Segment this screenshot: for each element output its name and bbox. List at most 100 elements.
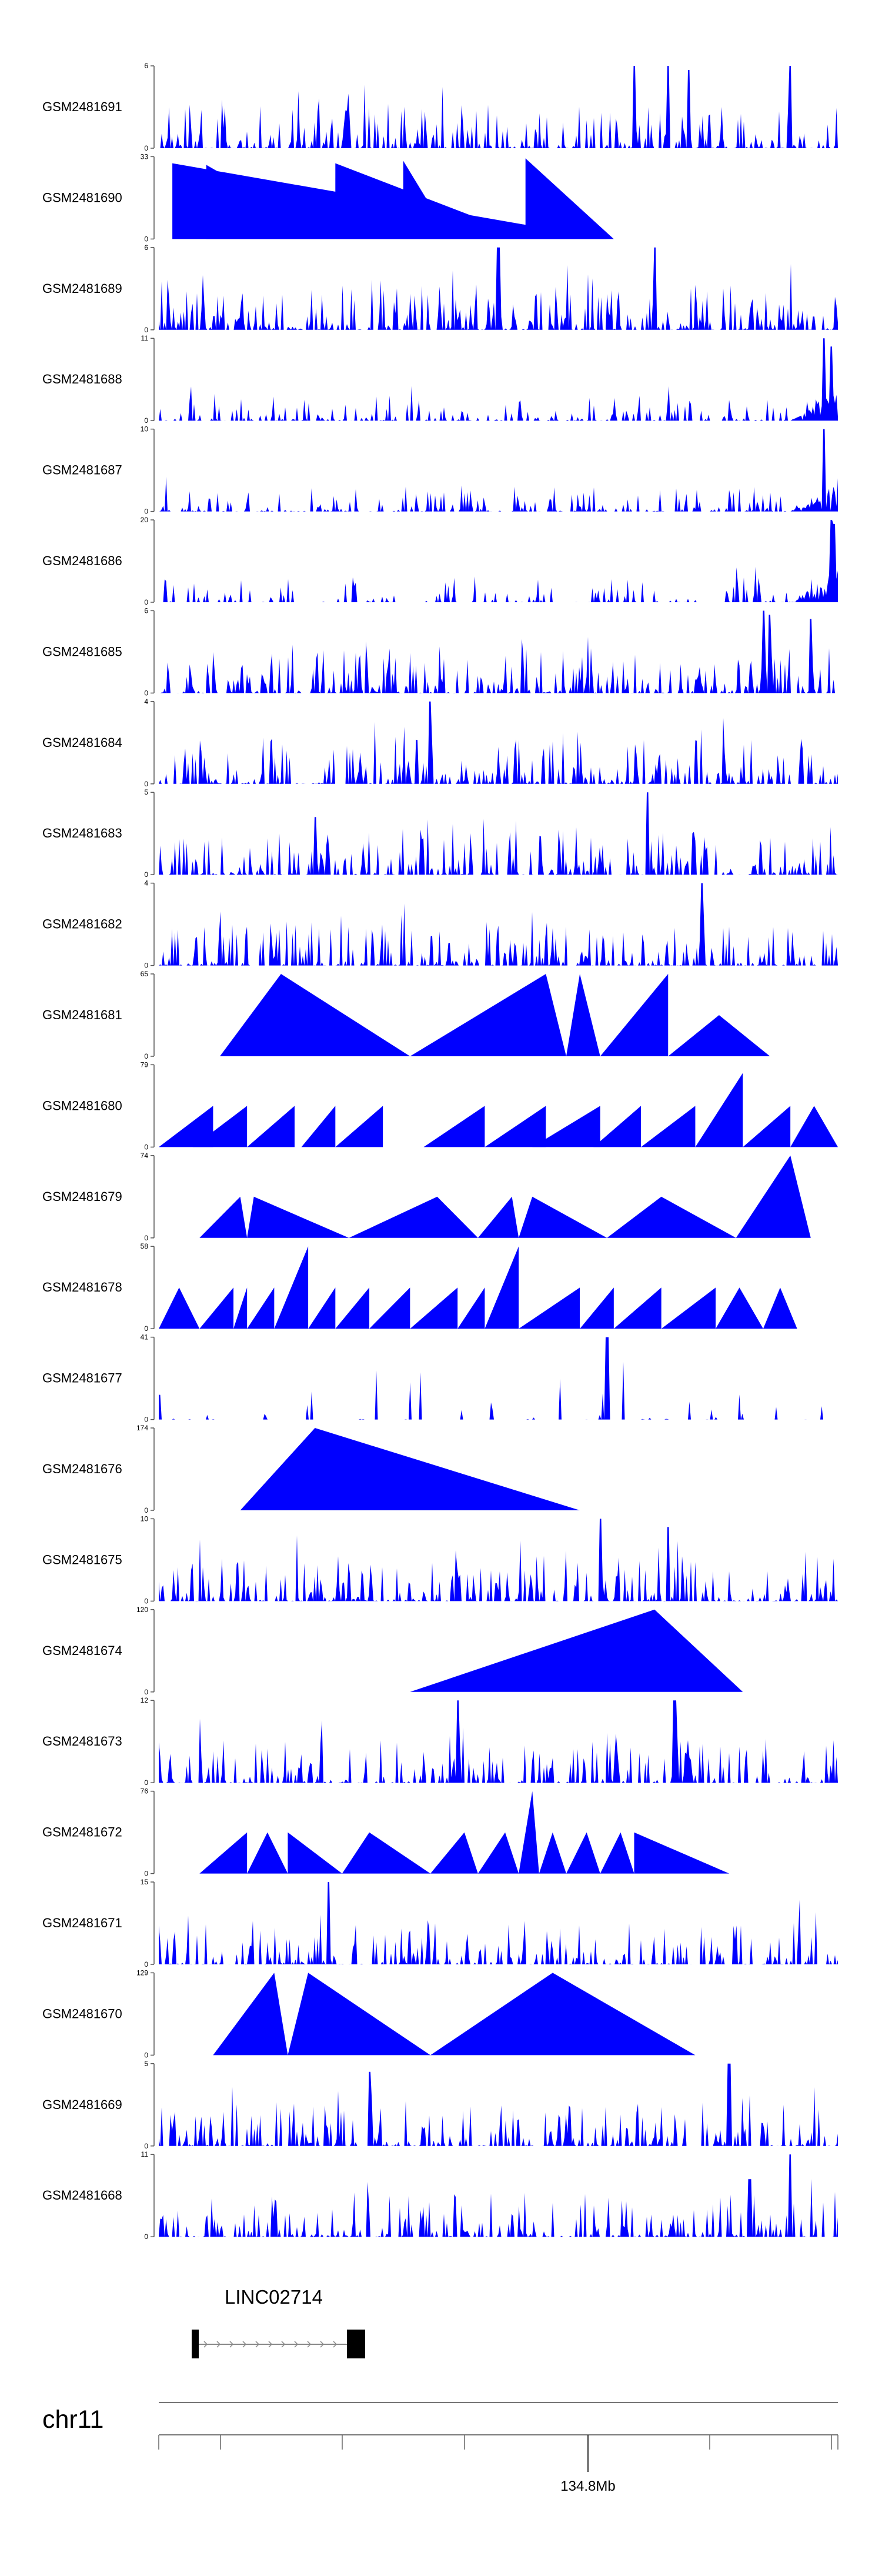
signal-area [159, 1700, 838, 1783]
track-GSM2481691: GSM2481691 6 0 [42, 62, 838, 152]
y-axis-max-label: 74 [141, 1152, 149, 1160]
track-label: GSM2481669 [42, 2097, 122, 2112]
track-label: GSM2481688 [42, 372, 122, 386]
chromosome-label: chr11 [42, 2405, 103, 2434]
track-GSM2481673: GSM2481673 12 0 [42, 1696, 838, 1787]
signal-peak [288, 1973, 430, 2056]
signal-peak [247, 1832, 288, 1874]
track-label: GSM2481676 [42, 1461, 122, 1476]
signal-peak [641, 1106, 696, 1147]
track-GSM2481688: GSM2481688 11 0 [42, 334, 838, 425]
y-axis-max-label: 10 [141, 1514, 149, 1523]
signal-peak [580, 1287, 614, 1329]
track-GSM2481680: GSM2481680 79 0 [42, 1060, 838, 1151]
y-axis-max-label: 5 [144, 788, 148, 796]
y-axis-max-label: 12 [141, 1696, 149, 1704]
y-axis-max-label: 65 [141, 970, 149, 978]
y-axis-min-label: 0 [144, 1143, 148, 1151]
y-axis-min-label: 0 [144, 1324, 148, 1333]
signal-peak [233, 1287, 248, 1329]
signal-area [159, 701, 838, 784]
track-label: GSM2481691 [42, 99, 122, 114]
signal-peak [335, 1106, 383, 1147]
signal-peak [457, 1287, 485, 1329]
strand-arrow [333, 2341, 338, 2348]
track-GSM2481675: GSM2481675 10 0 [42, 1514, 838, 1605]
strand-arrow [294, 2341, 299, 2348]
y-axis-min-label: 0 [144, 598, 148, 606]
track-label: GSM2481684 [42, 735, 122, 750]
gene-track: LINC02714 [192, 2286, 365, 2358]
y-axis-max-label: 41 [141, 1333, 149, 1342]
signal-peak [369, 1287, 410, 1329]
signal-peak [600, 974, 669, 1056]
track-GSM2481679: GSM2481679 74 0 [42, 1152, 811, 1242]
signal-peak [410, 1287, 458, 1329]
track-GSM2481668: GSM2481668 11 0 [42, 2150, 838, 2241]
signal-peak [172, 163, 607, 239]
signal-area [159, 429, 838, 512]
track-GSM2481677: GSM2481677 41 0 [42, 1333, 838, 1424]
signal-area [159, 2063, 838, 2146]
track-label: GSM2481689 [42, 281, 122, 296]
signal-peak [736, 1155, 811, 1238]
y-axis-min-label: 0 [144, 1870, 148, 1878]
y-axis-max-label: 11 [141, 2150, 149, 2158]
signal-peak [308, 1287, 336, 1329]
signal-peak [410, 974, 566, 1056]
axis-ticks [158, 2435, 838, 2450]
y-axis-max-label: 10 [141, 425, 149, 433]
signal-peak [539, 1832, 566, 1874]
signal-peak [335, 1287, 370, 1329]
signal-peak [192, 1106, 248, 1147]
signal-peak [159, 1287, 200, 1329]
y-axis-max-label: 129 [136, 1968, 148, 1977]
gene-exon-start [192, 2330, 199, 2358]
strand-arrow [203, 2341, 208, 2348]
signal-area [159, 610, 838, 693]
signal-peak [566, 1832, 600, 1874]
track-label: GSM2481674 [42, 1643, 122, 1658]
y-axis-min-label: 0 [144, 1234, 148, 1242]
signal-peak [247, 1287, 275, 1329]
y-axis-min-label: 0 [144, 235, 148, 243]
y-axis-max-label: 6 [144, 606, 148, 615]
signal-peak [519, 1791, 539, 1874]
track-GSM2481678: GSM2481678 58 0 [42, 1242, 797, 1333]
signal-peak [593, 1106, 642, 1147]
y-axis-max-label: 4 [144, 879, 148, 887]
track-label: GSM2481678 [42, 1280, 122, 1294]
chromosome-ideogram: chr11 [42, 2402, 838, 2434]
signal-peak [613, 1287, 662, 1329]
y-axis-min-label: 0 [144, 1052, 148, 1060]
signal-peak [430, 1832, 478, 1874]
track-label: GSM2481681 [42, 1007, 122, 1022]
signal-peak [525, 158, 614, 239]
y-axis-min-label: 0 [144, 144, 148, 152]
signal-peak [430, 1973, 696, 2056]
track-GSM2481687: GSM2481687 10 0 [42, 425, 838, 516]
y-axis-max-label: 4 [144, 698, 148, 706]
signal-area [159, 247, 838, 330]
signal-peak [485, 1106, 546, 1147]
signal-area [159, 883, 838, 966]
track-label: GSM2481668 [42, 2188, 122, 2203]
track-label: GSM2481690 [42, 190, 122, 205]
y-axis-max-label: 6 [144, 62, 148, 70]
gene-exon-end [347, 2330, 365, 2358]
genome-axis: 134.8Mb [158, 2434, 838, 2494]
y-axis-min-label: 0 [144, 508, 148, 516]
strand-arrow [255, 2341, 260, 2348]
y-axis-min-label: 0 [144, 1778, 148, 1787]
track-label: GSM2481686 [42, 553, 122, 568]
signal-peak [532, 1106, 600, 1147]
track-label: GSM2481675 [42, 1552, 122, 1567]
strand-arrow [307, 2341, 312, 2348]
signal-peak [301, 1106, 336, 1147]
y-axis-min-label: 0 [144, 1416, 148, 1424]
signal-peak [219, 974, 410, 1056]
track-GSM2481689: GSM2481689 6 0 [42, 243, 838, 334]
signal-peak [199, 1196, 248, 1238]
track-GSM2481674: GSM2481674 120 0 [42, 1606, 743, 1696]
signal-peak [634, 1832, 730, 1874]
